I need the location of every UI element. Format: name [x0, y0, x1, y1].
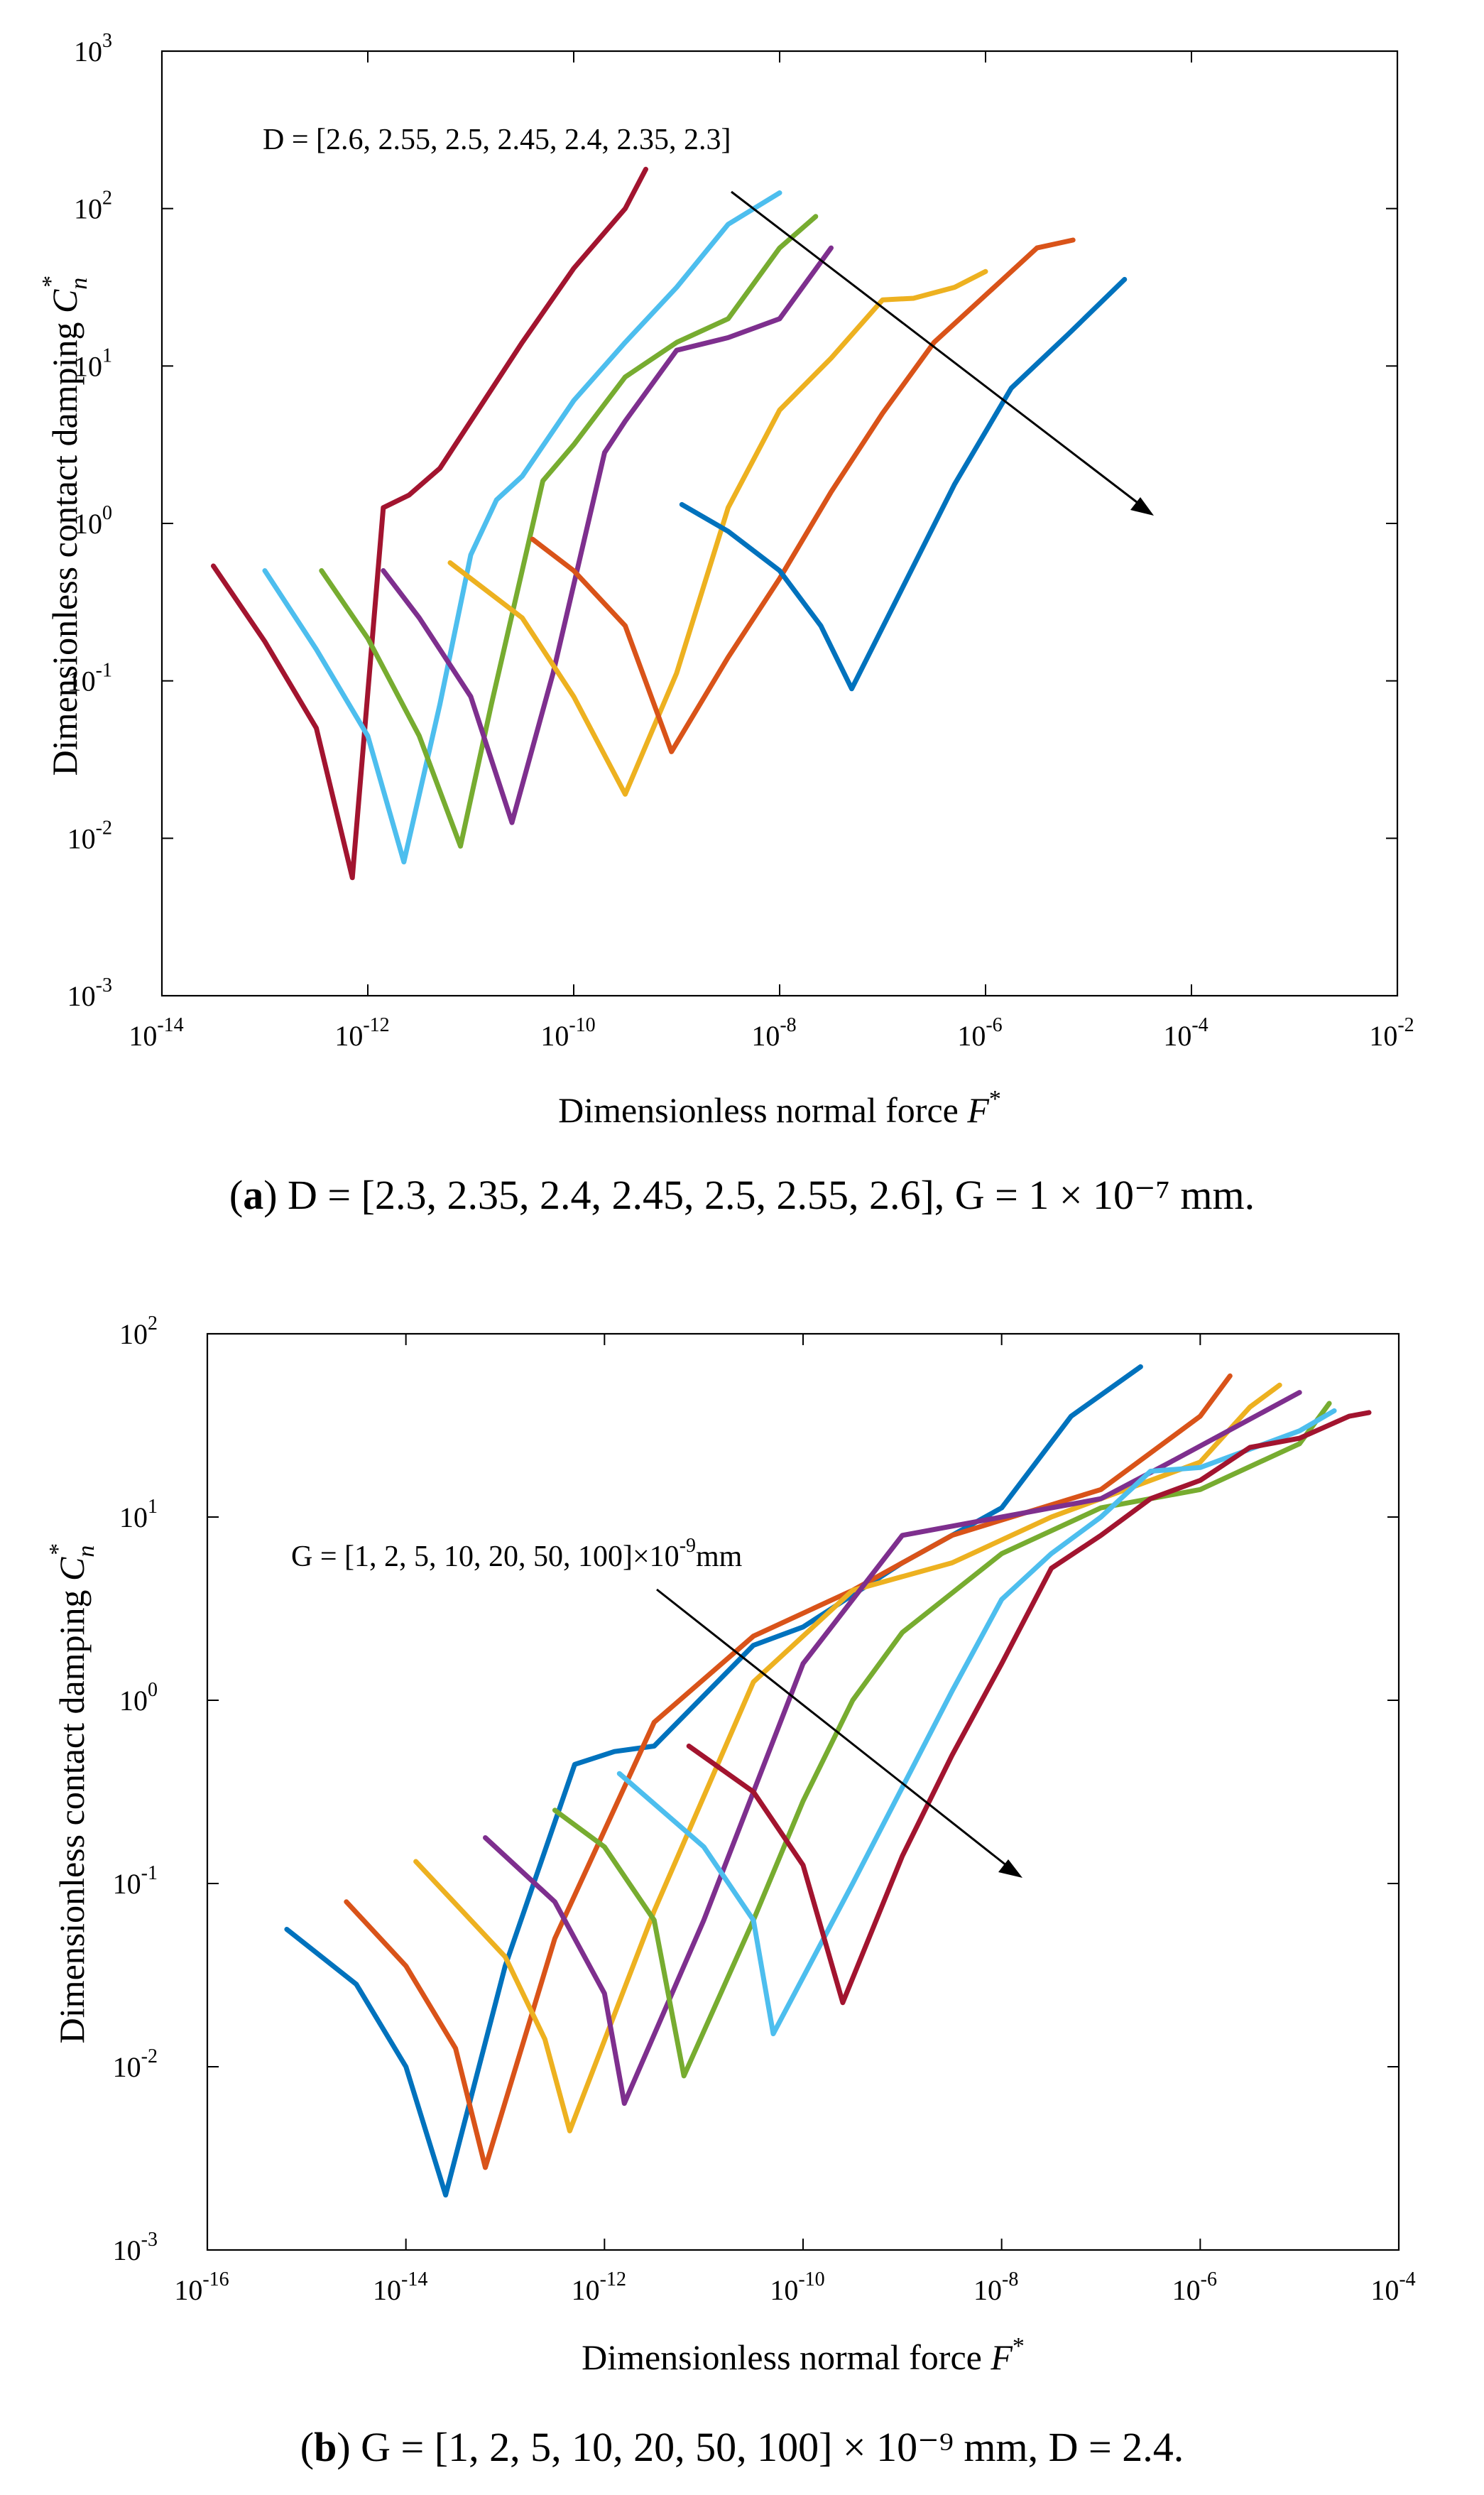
panel-b-x-tick-label: 10-12 — [572, 2268, 626, 2306]
panel-a-y-tick-label: 10-2 — [67, 817, 112, 854]
panel-a-y-axis-label: Dimensionless contact damping Cn* — [38, 276, 92, 776]
panel-a-y-tick-label: 10-3 — [67, 974, 112, 1012]
panel-b-series-line-6 — [616, 1408, 1337, 2037]
panel-b-series-line-5 — [552, 1401, 1332, 2079]
panel-a-x-tick-label: 10-4 — [1163, 1014, 1208, 1052]
panel-a-y-tick-label: 101 — [74, 344, 112, 382]
panel-b-y-tick-label: 100 — [119, 1679, 158, 1717]
panel-b-ticks: 10-16 10-14 10-12 10-10 10-8 10-6 10-4 10-3 10-2… — [113, 1312, 1416, 2306]
panel-b-x-tick-label: 10-8 — [973, 2268, 1018, 2306]
panel-a-x-tick-label: 10-8 — [751, 1014, 796, 1052]
panel-a-x-axis-label: Dimensionless normal force F* — [558, 1086, 1001, 1130]
panel-b-x-axis-label: Dimensionless normal force F* — [582, 2333, 1025, 2377]
panel-b-annotation-text: G = [1, 2, 5, 10, 20, 50, 100]×10-9mm — [291, 1535, 743, 1573]
panel-a-y-tick-label: 100 — [74, 502, 112, 540]
panel-b-arrow-line — [656, 1588, 1017, 1875]
panel-a-caption-text: D = [2.3, 2.35, 2.4, 2.45, 2.5, 2.55, 2.… — [288, 1172, 1255, 1218]
panel-a-x-tick-label: 10-2 — [1369, 1014, 1414, 1052]
panel-a-series-line-7 — [679, 276, 1128, 692]
panel-b-series-line-7 — [686, 1410, 1372, 2006]
panel-b-x-tick-label: 10-10 — [770, 2268, 824, 2306]
panel-a-series-line-3 — [319, 214, 819, 849]
panel-b-y-tick-label: 10-2 — [113, 2045, 158, 2083]
panel-a-x-tick-label: 10-12 — [334, 1014, 389, 1052]
panel-a-y-tick-label: 102 — [74, 187, 112, 225]
panel-b-y-tick-label: 101 — [119, 1496, 158, 1533]
panel-b-annotation: G = [1, 2, 5, 10, 20, 50, 100]×10-9mm — [291, 1535, 1022, 1878]
panel-a-ticks: 10-14 10-12 10-10 10-8 10-6 10-4 10-2 10-3 10-2 1… — [67, 30, 1414, 1052]
panel-a-series-layer — [211, 166, 1128, 881]
panel-b-chart: 10-16 10-14 10-12 10-10 10-8 10-6 10-4 10-3 10-2… — [45, 1312, 1416, 2470]
panel-b-series-line-3 — [413, 1382, 1282, 2133]
panel-b-plot-frame — [206, 1332, 1400, 2251]
panel-b-x-tick-label: 10-14 — [373, 2268, 427, 2306]
panel-b-series-layer — [284, 1364, 1372, 2198]
panel-b-series-line-1 — [284, 1364, 1143, 2198]
panel-b-arrow-head — [998, 1859, 1022, 1878]
panel-a-series-line-1 — [211, 166, 648, 881]
panel-a-y-tick-label: 10-1 — [67, 660, 112, 697]
panel-b-y-tick-label: 102 — [119, 1312, 158, 1350]
panel-b-y-tick-label: 10-1 — [113, 1862, 158, 1900]
panel-b-y-tick-label: 10-3 — [113, 2229, 158, 2266]
panel-a-series-line-5 — [447, 268, 988, 797]
panel-a-x-tick-label: 10-10 — [540, 1014, 595, 1052]
panel-a-annotation-text: D = [2.6, 2.55, 2.5, 2.45, 2.4, 2.35, 2.… — [263, 124, 731, 156]
panel-b-series-line-4 — [483, 1390, 1302, 2107]
panel-b-caption-text: G = [1, 2, 5, 10, 20, 50, 100] × 10⁻⁹ mm… — [361, 2424, 1184, 2470]
panel-a-caption: (a) D = [2.3, 2.35, 2.4, 2.45, 2.5, 2.55… — [229, 1172, 1255, 1218]
panel-a-y-tick-label: 103 — [74, 30, 112, 67]
panel-a-arrow-line — [731, 190, 1150, 513]
panel-a-series-line-4 — [381, 245, 834, 825]
panel-a-x-tick-label: 10-6 — [957, 1014, 1002, 1052]
panel-b-series-line-2 — [344, 1373, 1233, 2170]
panel-b-caption: (b) G = [1, 2, 5, 10, 20, 50, 100] × 10⁻… — [300, 2424, 1184, 2470]
panel-a-series-line-6 — [530, 237, 1076, 754]
panel-b-x-tick-label: 10-4 — [1370, 2268, 1415, 2306]
panel-a-x-tick-label: 10-14 — [129, 1014, 183, 1052]
panel-a-annotation: D = [2.6, 2.55, 2.5, 2.45, 2.4, 2.35, 2.… — [263, 124, 1154, 516]
panel-a-series-line-2 — [262, 190, 782, 865]
panel-b-y-axis-label: Dimensionless contact damping Cn* — [45, 1543, 99, 2044]
panel-a-chart: 10-14 10-12 10-10 10-8 10-6 10-4 10-2 10-3 10-2 1… — [38, 30, 1414, 1218]
panel-a-arrow-head — [1130, 497, 1154, 516]
panel-b-x-tick-label: 10-6 — [1172, 2268, 1217, 2306]
panel-b-x-tick-label: 10-16 — [174, 2268, 229, 2306]
